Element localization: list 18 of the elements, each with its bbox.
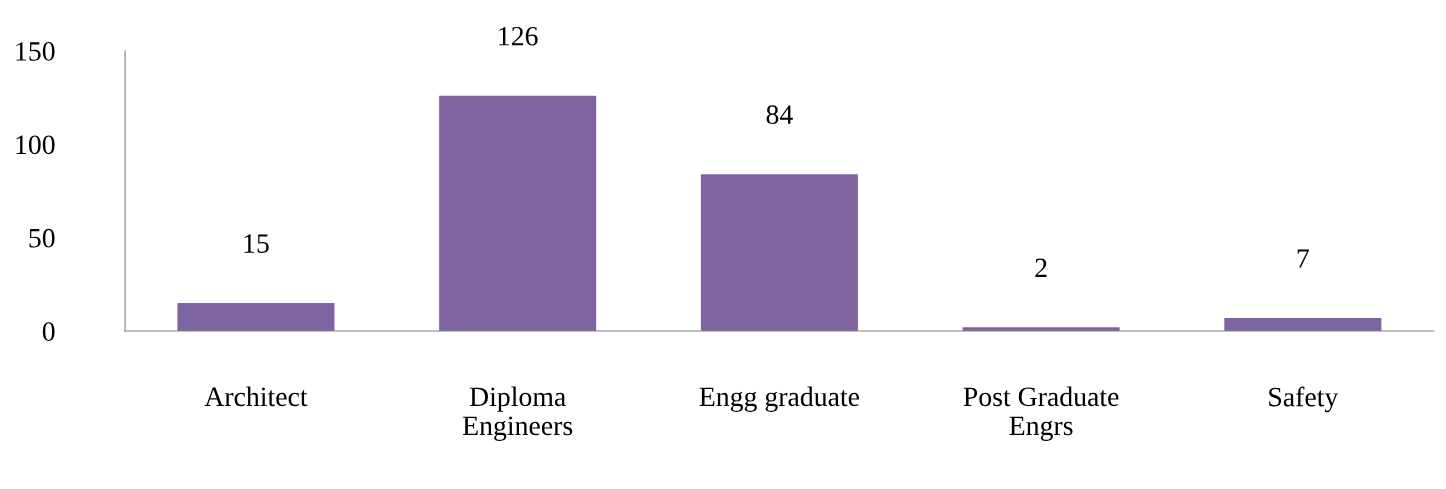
x-tick-label: Safety <box>1269 386 1339 413</box>
bar <box>439 95 597 332</box>
bar <box>700 174 858 332</box>
x-tick-label: Post Graduate Engrs <box>963 386 1119 441</box>
y-tick-label: 150 <box>16 42 55 61</box>
data-label: 7 <box>1297 249 1309 268</box>
y-tick-label: 0 <box>42 322 55 341</box>
data-label: 2 <box>1035 258 1047 277</box>
y-tick-label: 100 <box>16 135 55 155</box>
x-tick-label: Architect <box>204 386 308 407</box>
bar <box>177 303 335 332</box>
data-label: 126 <box>499 26 538 46</box>
data-label: 84 <box>766 105 793 125</box>
x-tick-label: Engg graduate <box>699 386 860 412</box>
y-tick-label: 50 <box>29 228 55 248</box>
bar <box>1224 317 1382 332</box>
data-label: 15 <box>244 234 269 253</box>
x-tick-label: Diploma Engineers <box>462 386 573 441</box>
